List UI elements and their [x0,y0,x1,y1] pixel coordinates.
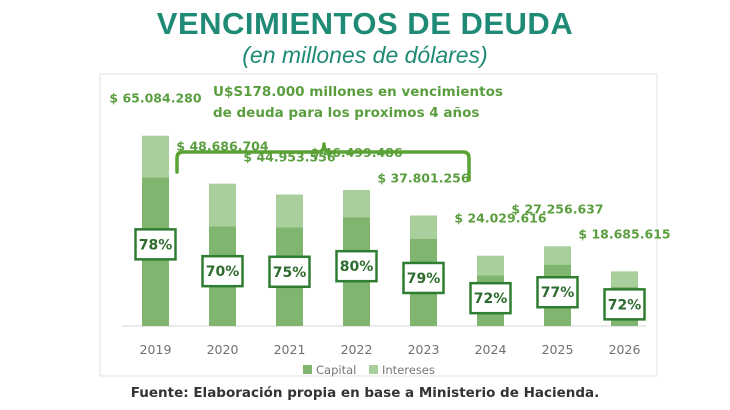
capital-share-box [201,254,244,288]
bar-intereses [410,215,437,239]
value-label: $ 65.084.280 [109,91,201,106]
x-tick-label: 2022 [341,342,373,357]
capital-share-label: 79% [407,271,441,287]
bar-intereses [343,190,370,218]
capital-share-label: 80% [340,259,374,275]
legend-label-capital: Capital [316,363,356,377]
value-label: $ 48.686.704 [176,139,268,154]
value-label: $ 37.801.256 [377,170,469,185]
legend: Capital Intereses [303,363,435,377]
capital-share-label: 70% [206,264,240,280]
capital-share-label: 77% [541,285,575,301]
bar-intereses [276,194,303,228]
plot-frame [99,73,658,377]
value-label: $ 24.029.616 [454,211,546,226]
capital-share-box [335,249,378,283]
capital-share-box [536,275,579,309]
capital-share-label: 72% [608,297,642,313]
annotation-line-1: U$S178.000 millones en vencimientos [213,84,503,100]
legend-swatch-capital [303,365,312,374]
x-tick-label: 2026 [609,342,641,357]
x-tick-label: 2021 [274,342,306,357]
capital-share-label: 72% [474,291,508,307]
capital-share-label: 78% [139,237,173,253]
value-label: $ 18.685.615 [578,226,670,241]
capital-share-box [268,255,311,289]
legend-label-intereses: Intereses [382,363,435,377]
legend-swatch-intereses [369,365,378,374]
source-note: Fuente: Elaboración propia en base a Min… [130,385,600,401]
chart-title: VENCIMIENTOS DE DEUDA [156,6,574,41]
bar-intereses [209,183,236,227]
capital-share-box [402,261,445,295]
x-tick-label: 2025 [542,342,574,357]
x-tick-label: 2019 [140,342,172,357]
value-label: $ 27.256.637 [511,201,603,216]
bar-intereses [477,255,504,276]
capital-share-box [134,228,177,261]
x-tick-label: 2020 [207,342,239,357]
bar-intereses [544,246,571,265]
capital-share-box [603,288,646,321]
x-tick-label: 2023 [408,342,440,357]
chart-subtitle: (en millones de dólares) [242,42,488,68]
x-tick-label: 2024 [475,342,507,357]
capital-share-label: 75% [273,265,307,281]
bar-group: $ 65.084.280 78% 2019 $ 48.686.704 70% 2020 $ … [109,91,670,357]
bracket [175,142,471,182]
bar-intereses [611,271,638,287]
bar-intereses [142,135,169,178]
capital-share-box [469,281,512,315]
annotation-line-2: de deuda para los proximos 4 años [213,105,479,121]
